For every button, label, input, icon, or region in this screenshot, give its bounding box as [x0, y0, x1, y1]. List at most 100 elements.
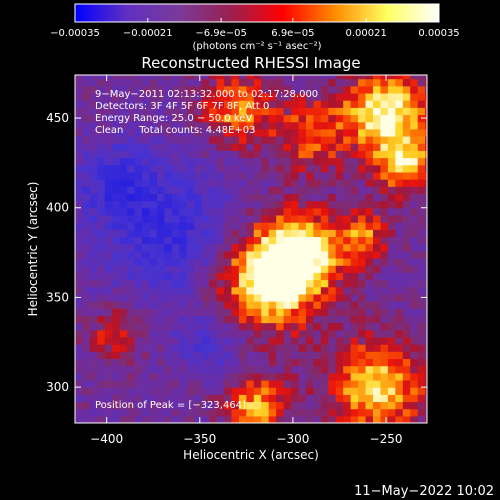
image-pixel [134, 301, 143, 309]
image-pixel [171, 322, 180, 331]
image-pixel [75, 107, 84, 116]
image-pixel [149, 365, 158, 374]
image-pixel [149, 401, 158, 410]
image-pixel [238, 322, 247, 331]
image-pixel [261, 236, 270, 245]
image-pixel [149, 394, 158, 403]
image-pixel [238, 143, 247, 151]
image-pixel [305, 107, 314, 116]
image-pixel [179, 193, 188, 202]
image-pixel [268, 75, 277, 80]
image-pixel [358, 308, 367, 316]
image-pixel [119, 128, 128, 137]
image-pixel [387, 365, 396, 374]
image-pixel [387, 85, 396, 94]
image-pixel [164, 75, 173, 80]
image-pixel [343, 401, 352, 410]
image-pixel [253, 150, 262, 159]
image-pixel [127, 200, 136, 209]
image-pixel [276, 75, 285, 80]
image-pixel [305, 344, 314, 352]
image-pixel [328, 164, 337, 173]
image-pixel [372, 150, 382, 159]
image-pixel [305, 100, 314, 108]
image-pixel [253, 107, 262, 116]
image-pixel [97, 78, 106, 87]
image-pixel [417, 135, 426, 144]
image-pixel [261, 200, 270, 209]
image-pixel [410, 265, 419, 273]
image-pixel [149, 243, 158, 252]
image-pixel [276, 78, 285, 87]
image-pixel [238, 157, 247, 166]
image-pixel [194, 358, 203, 367]
image-pixel [343, 408, 352, 417]
image-pixel [253, 100, 262, 108]
image-pixel [127, 301, 136, 309]
image-pixel [171, 186, 180, 194]
image-pixel [425, 401, 427, 410]
image-pixel [134, 272, 143, 281]
image-pixel [134, 329, 143, 338]
image-pixel [313, 107, 322, 116]
image-pixel [97, 92, 106, 101]
image-pixel [313, 250, 322, 259]
image-pixel [89, 279, 98, 288]
image-pixel [238, 229, 247, 238]
image-pixel [231, 308, 240, 316]
image-pixel [246, 336, 255, 345]
image-pixel [343, 415, 352, 423]
image-pixel [97, 100, 106, 108]
image-pixel [164, 257, 173, 266]
image-pixel [313, 135, 322, 144]
image-pixel [149, 200, 158, 209]
image-pixel [305, 301, 314, 309]
image-pixel [97, 250, 106, 259]
image-pixel [164, 236, 173, 245]
image-pixel [179, 207, 188, 216]
image-pixel [298, 308, 307, 316]
image-pixel [238, 100, 247, 108]
image-pixel [142, 121, 151, 130]
image-pixel [104, 135, 113, 144]
image-pixel [268, 85, 277, 94]
image-pixel [134, 107, 143, 116]
image-pixel [343, 279, 352, 288]
image-pixel [127, 336, 136, 345]
image-pixel [425, 222, 427, 230]
image-pixel [372, 308, 382, 316]
image-pixel [365, 229, 374, 238]
image-pixel [268, 279, 277, 288]
image-pixel [127, 128, 136, 137]
image-pixel [335, 236, 344, 245]
image-pixel [231, 150, 240, 159]
image-pixel [320, 387, 329, 395]
image-pixel [305, 143, 314, 151]
image-pixel [372, 200, 382, 209]
image-pixel [142, 164, 151, 173]
image-pixel [142, 236, 151, 245]
image-pixel [291, 358, 300, 367]
image-pixel [75, 135, 84, 144]
image-pixel [276, 150, 285, 159]
image-pixel [402, 92, 411, 101]
image-pixel [320, 279, 329, 288]
x-axis-label: Heliocentric X (arcsec) [183, 448, 319, 462]
image-pixel [395, 315, 404, 324]
image-pixel [350, 193, 359, 202]
image-pixel [142, 394, 151, 403]
image-pixel [201, 379, 210, 388]
image-pixel [89, 415, 98, 423]
image-pixel [291, 308, 300, 316]
image-pixel [142, 171, 151, 180]
image-pixel [194, 293, 203, 302]
image-pixel [75, 128, 84, 137]
image-pixel [253, 265, 262, 273]
image-pixel [268, 351, 277, 360]
image-pixel [343, 114, 352, 123]
image-pixel [372, 128, 382, 137]
image-pixel [402, 75, 411, 80]
image-pixel [320, 250, 329, 259]
image-pixel [119, 415, 128, 423]
image-pixel [320, 207, 329, 216]
